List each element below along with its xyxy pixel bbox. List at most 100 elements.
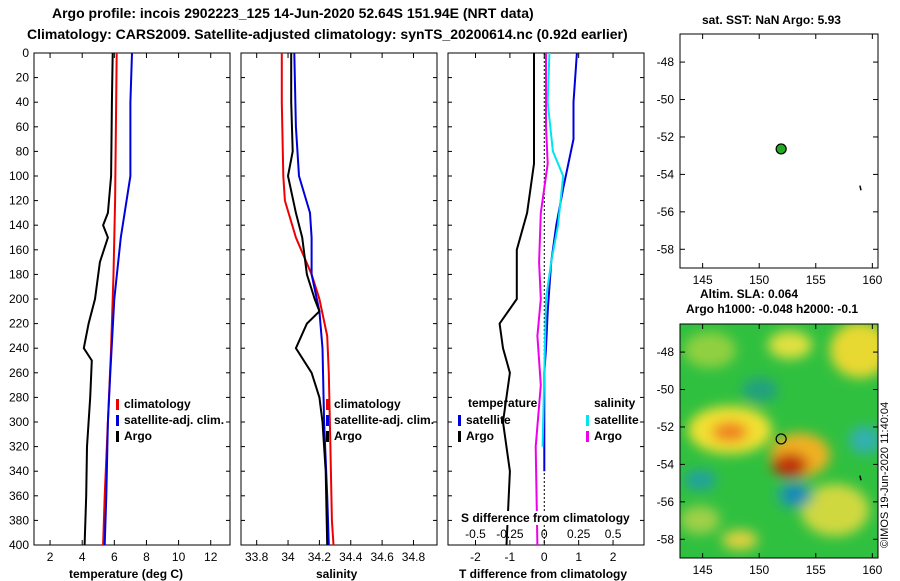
argo-float-marker — [775, 433, 787, 445]
temperature-xlabel: temperature (deg C) — [69, 567, 184, 581]
s-diff-tick-label: 0 — [541, 527, 548, 541]
legend-t-satellite: satellite — [466, 413, 511, 427]
depth-tick-label: 100 — [9, 169, 29, 183]
depth-tick-label: 220 — [9, 317, 29, 331]
depth-tick-label: 280 — [9, 390, 29, 404]
map-x-tick-label: 160 — [862, 563, 882, 577]
series-line-t-argo — [498, 53, 535, 546]
x-tick-label: 34.8 — [402, 550, 426, 564]
depth-tick-label: 0 — [22, 46, 29, 60]
s-diff-tick-label: 0.5 — [605, 527, 622, 541]
depth-tick-label: 120 — [9, 194, 29, 208]
salinity-panel — [240, 52, 438, 546]
temperature-panel — [33, 52, 231, 546]
map-y-tick-label: -54 — [657, 457, 675, 471]
depth-tick-label: 200 — [9, 292, 29, 306]
series-line-s-argo — [534, 53, 549, 546]
map-x-tick-label: 145 — [693, 273, 713, 287]
x-tick-label: 10 — [172, 550, 186, 564]
series-line-satellite-adj-clim- — [103, 52, 133, 546]
argo-float-marker — [775, 143, 787, 155]
depth-tick-label: 60 — [16, 120, 30, 134]
credit-text: ©IMOS 19-Jun-2020 11:40:04 — [879, 401, 891, 548]
x-tick-label: 6 — [111, 550, 118, 564]
depth-tick-label: 260 — [9, 366, 29, 380]
s-difference-legend: salinity satellite Argo — [586, 396, 639, 444]
s-diff-tick-label: -0.25 — [496, 527, 524, 541]
x-tick-label: 4 — [79, 550, 86, 564]
map-y-tick-label: -50 — [657, 93, 675, 107]
x-tick-label: 2 — [47, 550, 54, 564]
x-tick-label: -2 — [470, 550, 481, 564]
sla-heatmap — [680, 324, 878, 558]
depth-tick-label: 20 — [16, 71, 30, 85]
depth-tick-label: 320 — [9, 440, 29, 454]
map-x-tick-label: 150 — [749, 563, 769, 577]
s-diff-tick-label: 0.25 — [567, 527, 591, 541]
map-x-tick-label: 155 — [806, 273, 826, 287]
legend-climatology: climatology — [124, 397, 191, 411]
legend-satellite: satellite-adj. clim. — [334, 413, 435, 427]
legend-s-satellite: satellite — [594, 413, 639, 427]
depth-tick-label: 160 — [9, 243, 29, 257]
legend-t-argo: Argo — [466, 429, 494, 443]
sst-map-title: sat. SST: NaN Argo: 5.93 — [702, 13, 841, 27]
x-tick-label: 33.8 — [245, 550, 269, 564]
depth-tick-label: 340 — [9, 464, 29, 478]
series-line-argo — [286, 53, 329, 546]
legend-salinity-title: salinity — [594, 396, 636, 410]
series-line-satellite-adj-clim- — [293, 52, 330, 546]
t-difference-legend: temperature satellite Argo — [458, 396, 537, 444]
depth-tick-label: 80 — [16, 144, 30, 158]
depth-tick-label: 300 — [9, 415, 29, 429]
s-diff-tick-label: -0.5 — [465, 527, 486, 541]
island-mark — [859, 185, 862, 191]
x-tick-label: 8 — [143, 550, 150, 564]
map-y-tick-label: -56 — [657, 205, 675, 219]
sla-map-title: Altim. SLA: 0.064 — [700, 287, 799, 301]
sla-map-panel — [679, 323, 879, 559]
depth-tick-label: 240 — [9, 341, 29, 355]
x-tick-label: 34.4 — [339, 550, 363, 564]
legend-climatology: climatology — [334, 397, 401, 411]
series-line-s-satellite — [541, 52, 565, 447]
depth-tick-label: 380 — [9, 513, 29, 527]
depth-tick-label: 400 — [9, 538, 29, 552]
x-tick-label: 12 — [204, 550, 218, 564]
salinity-xlabel: salinity — [316, 567, 358, 581]
series-line-climatology — [280, 53, 335, 546]
x-tick-label: 34 — [281, 550, 295, 564]
x-tick-label: 1 — [575, 550, 582, 564]
series-line-argo — [82, 52, 114, 546]
map-y-tick-label: -58 — [657, 242, 675, 256]
x-tick-label: 34.6 — [370, 550, 394, 564]
legend-temperature-title: temperature — [468, 396, 538, 410]
depth-tick-label: 40 — [16, 95, 30, 109]
map-y-tick-label: -58 — [657, 532, 675, 546]
map-x-tick-label: 160 — [862, 273, 882, 287]
depth-tick-label: 360 — [9, 489, 29, 503]
x-tick-label: 34.2 — [308, 550, 332, 564]
title-line-2: Climatology: CARS2009. Satellite-adjuste… — [27, 26, 628, 42]
series-line-climatology — [102, 52, 118, 546]
salinity-legend: climatology satellite-adj. clim. Argo — [326, 396, 434, 444]
map-y-tick-label: -48 — [657, 55, 675, 69]
map-y-tick-label: -54 — [657, 167, 675, 181]
x-tick-label: 0 — [541, 550, 548, 564]
island-mark — [859, 475, 862, 481]
t-difference-xlabel: T difference from climatology — [459, 567, 628, 581]
map-x-tick-label: 150 — [749, 273, 769, 287]
legend-argo: Argo — [334, 429, 362, 443]
title-line-1: Argo profile: incois 2902223_125 14-Jun-… — [52, 5, 534, 21]
map-y-tick-label: -52 — [657, 420, 675, 434]
x-tick-label: -1 — [505, 550, 516, 564]
temperature-legend: climatology satellite-adj. clim. Argo — [116, 396, 224, 444]
depth-tick-label: 180 — [9, 267, 29, 281]
legend-satellite: satellite-adj. clim. — [124, 413, 225, 427]
depth-tick-label: 140 — [9, 218, 29, 232]
x-tick-label: 2 — [610, 550, 617, 564]
sla-map-subtitle: Argo h1000: -0.048 h2000: -0.1 — [686, 302, 859, 316]
legend-s-argo: Argo — [594, 429, 622, 443]
map-y-tick-label: -48 — [657, 345, 675, 359]
